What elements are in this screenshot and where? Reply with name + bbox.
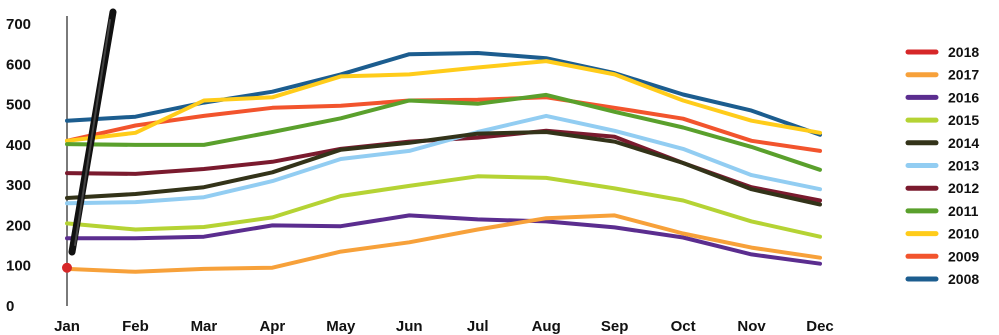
legend-label: 2011 — [948, 203, 979, 219]
x-tick-label: Aug — [532, 318, 561, 335]
x-tick-label: Jul — [467, 318, 489, 335]
legend: 2018 2017 2016 2015 2014 2013 2012 2011 2010 2009… — [905, 44, 979, 287]
x-tick-label: Sep — [601, 318, 629, 335]
x-tick-label: Jan — [54, 318, 80, 335]
series-line-2010 — [65, 59, 822, 143]
y-tick-label: 300 — [6, 177, 31, 194]
series-lines — [62, 51, 822, 274]
legend-label: 2009 — [948, 248, 979, 264]
data-point-2018 — [62, 262, 72, 273]
legend-label: 2010 — [948, 226, 979, 242]
series-line-2013 — [65, 113, 822, 206]
y-tick-label: 400 — [6, 137, 31, 154]
y-tick-label: 700 — [6, 16, 31, 33]
series-line-2016 — [65, 213, 822, 266]
annotation — [68, 8, 117, 256]
legend-label: 2016 — [948, 89, 979, 105]
x-tick-label: Feb — [122, 318, 149, 335]
series-line-2009 — [65, 95, 822, 153]
x-tick-label: Oct — [671, 318, 696, 335]
y-tick-label: 200 — [6, 217, 31, 234]
x-tick-label: Jun — [396, 318, 423, 335]
series-line-2014 — [65, 130, 822, 207]
y-tick-label: 100 — [6, 258, 31, 275]
axes: 0 100 200 300 400 500 600 700 Jan Feb Mar Apr May Jun… — [6, 16, 834, 335]
y-tick-label: 500 — [6, 97, 31, 114]
y-tick-label: 0 — [6, 298, 14, 315]
legend-label: 2017 — [948, 67, 979, 83]
legend-label: 2015 — [948, 112, 979, 128]
series-line-2008 — [65, 51, 822, 137]
legend-label: 2013 — [948, 158, 979, 174]
legend-label: 2014 — [948, 135, 979, 151]
x-tick-label: Apr — [259, 318, 285, 335]
series-line-2017 — [65, 213, 822, 274]
legend-label: 2012 — [948, 180, 979, 196]
x-tick-label: Mar — [191, 318, 218, 335]
series-line-2015 — [65, 174, 822, 239]
series-line-2011 — [65, 92, 822, 172]
x-tick-label: May — [326, 318, 356, 335]
hand-drawn-stroke-texture — [74, 19, 111, 246]
x-tick-label: Nov — [737, 318, 766, 335]
legend-label: 2008 — [948, 271, 979, 287]
x-tick-label: Dec — [806, 318, 834, 335]
legend-label: 2018 — [948, 44, 979, 60]
y-tick-label: 600 — [6, 56, 31, 73]
